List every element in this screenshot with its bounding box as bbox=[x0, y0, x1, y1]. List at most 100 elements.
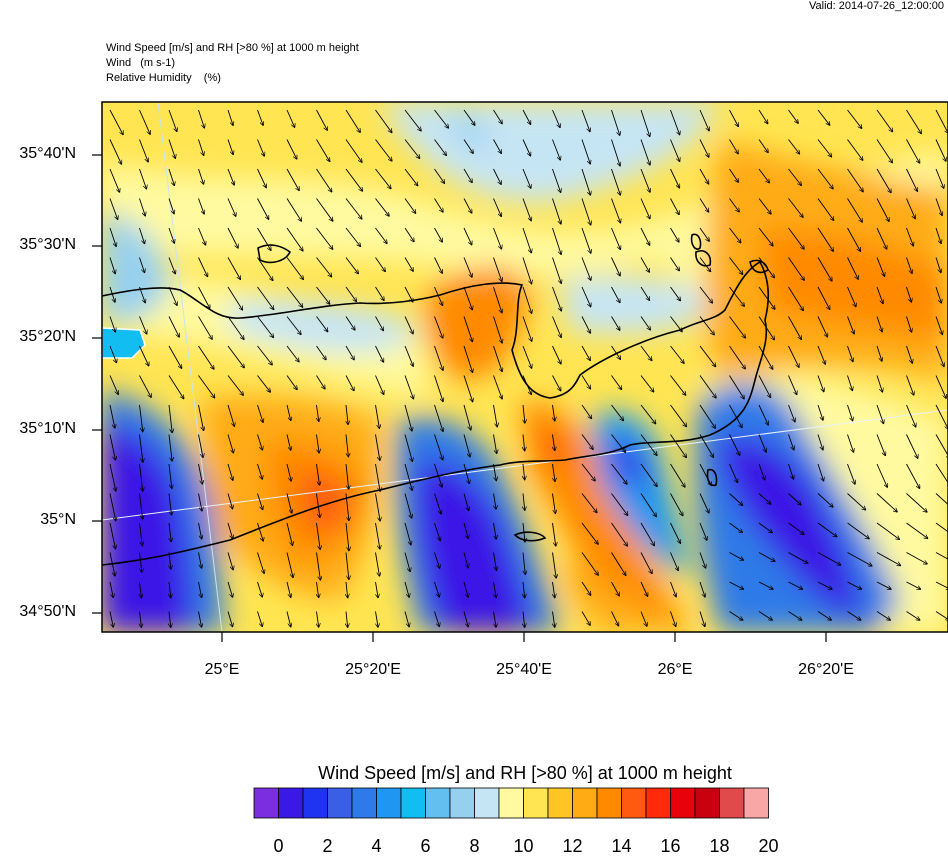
wind-arrow bbox=[935, 552, 948, 560]
wind-arrow bbox=[906, 552, 928, 565]
wind-arrow bbox=[493, 139, 502, 154]
wind-arrow bbox=[788, 286, 804, 311]
wind-arrow bbox=[552, 286, 562, 311]
wind-arrow bbox=[847, 109, 862, 129]
wind-arrow bbox=[227, 434, 234, 454]
wind-arrow bbox=[286, 463, 291, 481]
wind-arrow bbox=[935, 139, 946, 162]
wind-arrow bbox=[788, 463, 794, 479]
wind-arrow bbox=[404, 139, 420, 159]
wind-arrow bbox=[139, 552, 142, 573]
wind-arrow bbox=[227, 109, 233, 126]
wind-arrow bbox=[404, 345, 413, 366]
wind-arrow bbox=[699, 316, 714, 335]
wind-arrow bbox=[227, 493, 233, 509]
wind-arrow bbox=[523, 434, 525, 451]
wind-arrow bbox=[375, 198, 390, 217]
wind-arrow bbox=[670, 375, 686, 396]
wind-arrow bbox=[611, 522, 628, 546]
wind-arrow bbox=[729, 286, 745, 306]
lon-label: 25°20'E bbox=[345, 661, 401, 678]
wind-arrow bbox=[611, 168, 621, 195]
wind-arrow bbox=[493, 168, 502, 185]
wind-arrow bbox=[168, 227, 174, 243]
wind-arrow bbox=[729, 109, 739, 127]
wind-arrow bbox=[523, 522, 525, 542]
wind-arrow bbox=[434, 552, 440, 569]
wind-arrow bbox=[581, 168, 591, 195]
wind-arrow bbox=[522, 286, 532, 313]
wind-arrow bbox=[316, 522, 321, 550]
wind-arrow bbox=[553, 611, 555, 628]
wind-arrow bbox=[581, 404, 592, 419]
wind-arrow bbox=[168, 168, 174, 186]
wind-arrow bbox=[434, 493, 442, 515]
wind-arrow bbox=[140, 581, 142, 598]
wind-arrow bbox=[552, 168, 561, 193]
wind-arrow bbox=[935, 345, 944, 367]
wind-arrow bbox=[758, 611, 772, 621]
wind-arrow bbox=[758, 434, 766, 453]
wind-arrow bbox=[316, 257, 332, 277]
wind-arrow bbox=[168, 345, 182, 368]
wind-arrow bbox=[729, 463, 738, 483]
wind-arrow bbox=[817, 139, 832, 157]
wind-arrow bbox=[109, 522, 116, 549]
wind-arrow bbox=[316, 552, 321, 581]
wind-arrow bbox=[404, 286, 413, 302]
wind-arrow bbox=[935, 611, 948, 621]
wind-arrow bbox=[198, 257, 208, 277]
wind-arrow bbox=[109, 375, 118, 395]
wind-arrow bbox=[434, 286, 443, 306]
wind-arrow bbox=[316, 493, 320, 518]
wind-arrow bbox=[522, 198, 531, 221]
wind-arrow bbox=[286, 611, 291, 628]
wind-arrow bbox=[316, 375, 326, 390]
wind-arrow bbox=[168, 109, 177, 132]
wind-arrow bbox=[906, 581, 921, 589]
wind-arrow bbox=[286, 168, 299, 191]
wind-arrow bbox=[670, 404, 687, 427]
wind-arrow bbox=[404, 198, 416, 214]
wind-arrow bbox=[935, 375, 946, 399]
lon-label: 26°E bbox=[657, 661, 693, 678]
wind-arrow bbox=[611, 316, 620, 331]
wind-arrow bbox=[906, 286, 912, 302]
colorbar-label: 2 bbox=[322, 836, 333, 856]
wind-arrow bbox=[139, 463, 143, 491]
wind-arrow bbox=[198, 463, 203, 484]
wind-arrow bbox=[640, 316, 650, 331]
wind-arrow bbox=[522, 552, 525, 575]
wind-arrow bbox=[404, 522, 411, 545]
wind-arrow bbox=[876, 611, 890, 621]
wind-arrow bbox=[847, 434, 854, 453]
wind-arrow bbox=[699, 493, 709, 514]
wind-arrow bbox=[581, 257, 591, 281]
wind-arrow bbox=[699, 286, 713, 303]
wind-arrow bbox=[640, 522, 654, 546]
wind-arrow bbox=[552, 316, 562, 338]
wind-arrow bbox=[552, 139, 561, 161]
wind-arrow bbox=[493, 227, 502, 249]
wind-arrow bbox=[817, 522, 837, 537]
wind-arrow bbox=[699, 463, 711, 486]
wind-arrow bbox=[463, 611, 468, 627]
wind-arrow bbox=[139, 434, 143, 463]
wind-arrow bbox=[699, 375, 716, 399]
wind-arrow bbox=[611, 257, 621, 277]
wind-arrow bbox=[935, 109, 948, 133]
wind-arrow bbox=[876, 581, 891, 589]
wind-arrow bbox=[611, 227, 621, 250]
wind-arrow bbox=[906, 493, 928, 513]
wind-arrow bbox=[493, 316, 503, 344]
wind-arrow bbox=[375, 493, 381, 522]
wind-arrow bbox=[847, 139, 863, 161]
wind-arrow bbox=[463, 198, 472, 214]
wind-arrow bbox=[670, 286, 681, 301]
wind-arrow bbox=[139, 286, 146, 303]
wind-arrow bbox=[257, 198, 269, 220]
wind-arrow bbox=[906, 227, 914, 246]
colorbar-label: 8 bbox=[469, 836, 480, 856]
colorbar-label: 10 bbox=[513, 836, 534, 856]
